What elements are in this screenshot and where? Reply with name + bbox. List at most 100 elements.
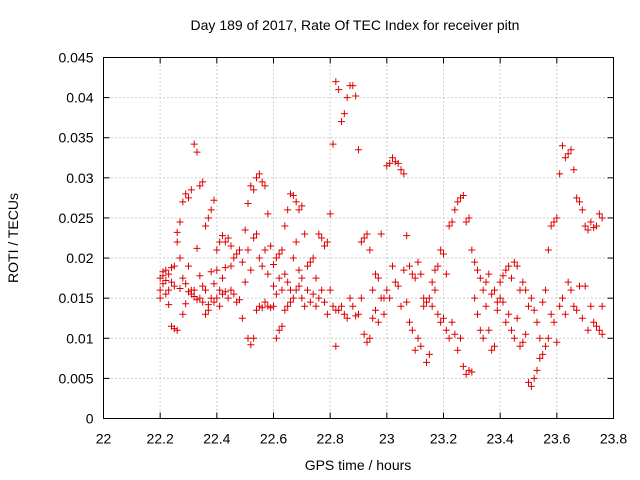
data-point [522, 330, 530, 338]
data-point [533, 366, 541, 374]
data-point [227, 286, 235, 294]
data-point [213, 246, 221, 254]
data-point [332, 78, 340, 86]
data-point [553, 338, 561, 346]
data-point [505, 310, 513, 318]
data-point [323, 238, 331, 246]
data-point [190, 286, 198, 294]
y-tick-label: 0.015 [58, 290, 93, 306]
data-point [366, 246, 374, 254]
data-point [369, 286, 377, 294]
data-point [570, 302, 578, 310]
data-point [346, 294, 354, 302]
data-point [459, 191, 467, 199]
x-tick-label: 22.8 [317, 431, 344, 447]
data-point [578, 314, 586, 322]
data-point [207, 268, 215, 276]
data-point [264, 210, 272, 218]
data-point [224, 294, 232, 302]
x-tick-label: 22 [96, 431, 112, 447]
data-point [578, 206, 586, 214]
data-point [386, 294, 394, 302]
data-point [406, 262, 413, 270]
data-point [196, 294, 204, 302]
data-point [440, 250, 447, 258]
y-tick-label: 0.045 [58, 50, 93, 66]
data-point [281, 306, 289, 314]
data-points [156, 78, 606, 390]
data-point [598, 302, 606, 310]
data-point [204, 214, 212, 222]
data-point [340, 310, 348, 318]
data-point [510, 258, 518, 266]
data-point [462, 370, 470, 378]
data-point [587, 218, 595, 226]
data-point [292, 238, 300, 246]
data-point [306, 298, 314, 306]
data-point [258, 178, 266, 186]
data-point [236, 246, 243, 254]
data-point [340, 110, 348, 118]
data-point [536, 354, 544, 362]
data-point [306, 258, 314, 266]
data-point [196, 272, 204, 280]
data-point [471, 294, 479, 302]
data-point [162, 277, 170, 285]
data-point [386, 159, 394, 167]
data-point [321, 298, 328, 306]
data-point [547, 310, 555, 318]
data-point [366, 334, 374, 342]
y-tick-label: 0.01 [66, 330, 93, 346]
data-point [352, 92, 360, 100]
data-point [576, 198, 583, 206]
data-point [165, 270, 173, 278]
data-point [219, 274, 226, 282]
data-point [516, 342, 524, 350]
data-point [199, 298, 207, 306]
data-point [474, 266, 481, 274]
data-point [196, 182, 204, 190]
x-tick-label: 23 [379, 431, 395, 447]
data-point [391, 278, 399, 286]
data-point [423, 298, 430, 306]
data-point [530, 374, 538, 382]
data-point [559, 142, 566, 150]
data-point [349, 82, 357, 90]
data-point [428, 302, 436, 310]
data-point [598, 214, 606, 222]
data-point [357, 294, 365, 302]
data-point [309, 254, 317, 262]
data-point [493, 306, 501, 314]
data-point [236, 296, 243, 304]
data-point [567, 286, 575, 294]
y-tick-label: 0.025 [58, 210, 93, 226]
data-point [250, 186, 258, 194]
data-point [442, 326, 450, 334]
data-point [224, 234, 232, 242]
data-point [559, 294, 566, 302]
data-point [550, 218, 558, 226]
data-point [238, 258, 246, 266]
data-point [527, 382, 535, 390]
data-point [292, 198, 300, 206]
data-point [289, 191, 297, 199]
data-point [338, 302, 345, 310]
data-point [440, 314, 447, 322]
data-point [437, 318, 445, 326]
data-point [323, 310, 331, 318]
data-point [156, 294, 164, 302]
data-point [584, 326, 592, 334]
data-point [176, 285, 184, 293]
data-point [459, 362, 467, 370]
data-point [278, 286, 286, 294]
data-point [233, 250, 241, 258]
data-point [199, 178, 207, 186]
data-point [241, 226, 249, 234]
data-point [431, 286, 439, 294]
data-point [193, 148, 201, 156]
data-point [272, 334, 280, 342]
data-point [304, 286, 311, 294]
data-point [394, 159, 402, 167]
data-point [542, 342, 549, 350]
